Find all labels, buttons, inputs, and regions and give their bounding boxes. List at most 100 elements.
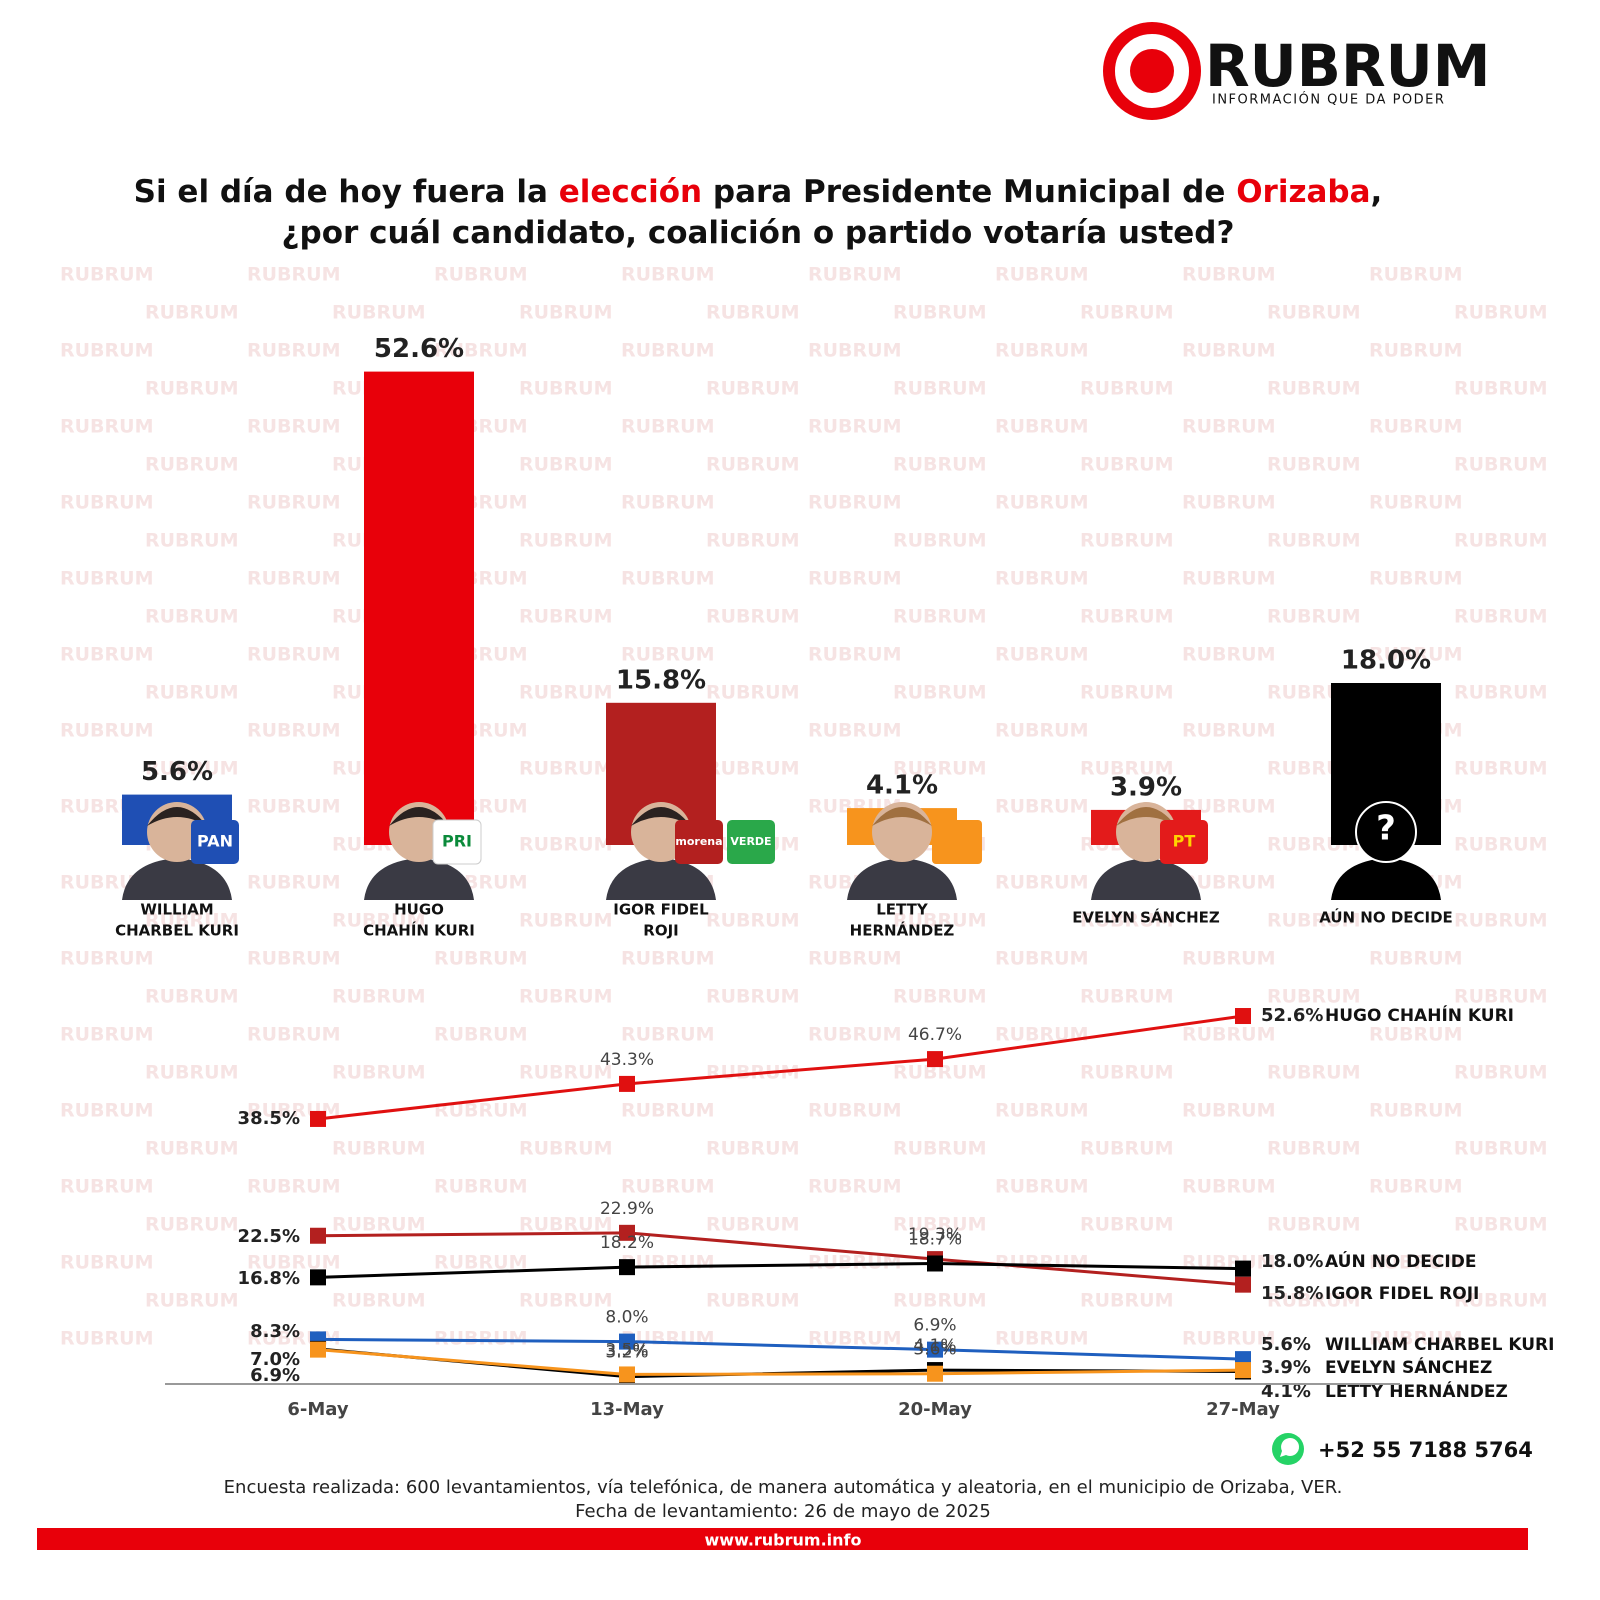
watermark: RUBRUM — [1182, 1024, 1276, 1046]
watermark: RUBRUM — [1182, 1100, 1276, 1122]
series-marker — [927, 1255, 943, 1272]
watermark: RUBRUM — [1182, 1176, 1276, 1198]
watermark: RUBRUM — [995, 1328, 1089, 1350]
series-marker — [619, 1259, 635, 1276]
watermark: RUBRUM — [893, 302, 987, 324]
watermark: RUBRUM — [247, 340, 341, 362]
whatsapp-glyph — [1280, 1437, 1300, 1457]
x-tick-label: 20-May — [898, 1399, 972, 1420]
watermark: RUBRUM — [1080, 1062, 1174, 1084]
candidate-name: HERNÁNDEZ — [850, 921, 955, 940]
title-part: Si el día de hoy fuera la — [134, 174, 559, 210]
watermark: RUBRUM — [808, 1328, 902, 1350]
watermark: RUBRUM — [621, 1024, 715, 1046]
bar-value-label: 52.6% — [374, 334, 464, 364]
watermark: RUBRUM — [808, 1252, 902, 1274]
watermark: RUBRUM — [60, 1328, 154, 1350]
watermark: RUBRUM — [1080, 986, 1174, 1008]
watermark: RUBRUM — [706, 454, 800, 476]
watermark: RUBRUM — [1267, 986, 1361, 1008]
watermark: RUBRUM — [1080, 910, 1174, 932]
watermark: RUBRUM — [1182, 872, 1276, 894]
watermark: RUBRUM — [706, 1138, 800, 1160]
watermark: RUBRUM — [1454, 606, 1548, 628]
watermark: RUBRUM — [247, 948, 341, 970]
candidate-name: ROJI — [643, 922, 678, 940]
party-logo — [191, 820, 239, 864]
watermark: RUBRUM — [1369, 340, 1463, 362]
watermark: RUBRUM — [1182, 340, 1276, 362]
watermark: RUBRUM — [808, 340, 902, 362]
watermark: RUBRUM — [145, 454, 239, 476]
value-label: 46.7% — [908, 1025, 962, 1045]
watermark: RUBRUM — [621, 1252, 715, 1274]
watermark: RUBRUM — [808, 1176, 902, 1198]
watermark: RUBRUM — [247, 796, 341, 818]
bar-value-label: 3.9% — [1110, 772, 1182, 802]
watermark: RUBRUM — [434, 264, 528, 286]
watermark: RUBRUM — [1182, 1328, 1276, 1350]
series-marker — [310, 1269, 326, 1286]
watermark: RUBRUM — [1080, 682, 1174, 704]
watermark: RUBRUM — [621, 492, 715, 514]
watermark: RUBRUM — [332, 1214, 426, 1236]
value-label: 3.6% — [913, 1340, 956, 1360]
watermark: RUBRUM — [247, 720, 341, 742]
watermark: RUBRUM — [1267, 1214, 1361, 1236]
watermark: RUBRUM — [145, 530, 239, 552]
series-line — [317, 1014, 1244, 1121]
watermark: RUBRUM — [1267, 530, 1361, 552]
watermark: RUBRUM — [1369, 1252, 1463, 1274]
candidate-photo — [847, 858, 957, 900]
legend-entry: HUGO CHAHÍN KURI — [1325, 1004, 1514, 1026]
watermark: RUBRUM — [145, 1062, 239, 1084]
watermark: RUBRUM — [995, 720, 1089, 742]
value-label: 15.8% — [1261, 1283, 1323, 1304]
watermark: RUBRUM — [1182, 264, 1276, 286]
x-tick-label: 13-May — [590, 1399, 664, 1420]
legend-entry: IGOR FIDEL ROJI — [1325, 1284, 1479, 1304]
watermark: RUBRUM — [1454, 1062, 1548, 1084]
watermark: RUBRUM — [808, 1024, 902, 1046]
watermark: RUBRUM — [893, 454, 987, 476]
watermark: RUBRUM — [434, 1328, 528, 1350]
x-tick-label: 6-May — [287, 1399, 349, 1420]
watermark: RUBRUM — [60, 1176, 154, 1198]
value-label: 18.0% — [1261, 1251, 1323, 1272]
candidate-photo — [364, 858, 474, 900]
watermark: RUBRUM — [808, 720, 902, 742]
watermark: RUBRUM — [519, 758, 613, 780]
value-label: 8.0% — [605, 1308, 648, 1328]
party-logo-text: morena — [675, 835, 722, 848]
watermark: RUBRUM — [145, 986, 239, 1008]
unknown-mark: ? — [1376, 809, 1396, 849]
value-label: 52.6% — [1261, 1005, 1323, 1026]
watermark: RUBRUM — [1369, 644, 1463, 666]
series-marker — [1235, 1260, 1251, 1277]
title-line: ¿por cuál candidato, coalición o partido… — [282, 215, 1235, 251]
series-marker — [310, 1227, 326, 1244]
watermark: RUBRUM — [995, 264, 1089, 286]
series-line — [317, 1337, 1244, 1361]
watermark: RUBRUM — [706, 606, 800, 628]
watermarks: RUBRUM RUBRUM RUBRUM RUBRUM RUBRUM RUBRUM RUBR… — [60, 264, 1548, 1350]
watermark: RUBRUM — [1454, 302, 1548, 324]
watermark: RUBRUM — [1182, 568, 1276, 590]
watermark: RUBRUM — [706, 682, 800, 704]
watermark: RUBRUM — [60, 1100, 154, 1122]
series-marker — [310, 1110, 326, 1127]
watermark: RUBRUM — [1080, 378, 1174, 400]
candidate-photo — [1331, 858, 1441, 900]
watermark: RUBRUM — [1454, 834, 1548, 856]
series-line — [317, 1231, 1244, 1287]
watermark: RUBRUM — [1454, 454, 1548, 476]
party-logo — [932, 820, 982, 864]
watermark: RUBRUM — [1369, 1100, 1463, 1122]
watermark: RUBRUM — [1369, 568, 1463, 590]
watermark: RUBRUM — [808, 948, 902, 970]
watermark: RUBRUM — [60, 264, 154, 286]
watermark: RUBRUM — [621, 264, 715, 286]
watermark: RUBRUM — [893, 682, 987, 704]
value-label: 19.3% — [908, 1225, 962, 1245]
